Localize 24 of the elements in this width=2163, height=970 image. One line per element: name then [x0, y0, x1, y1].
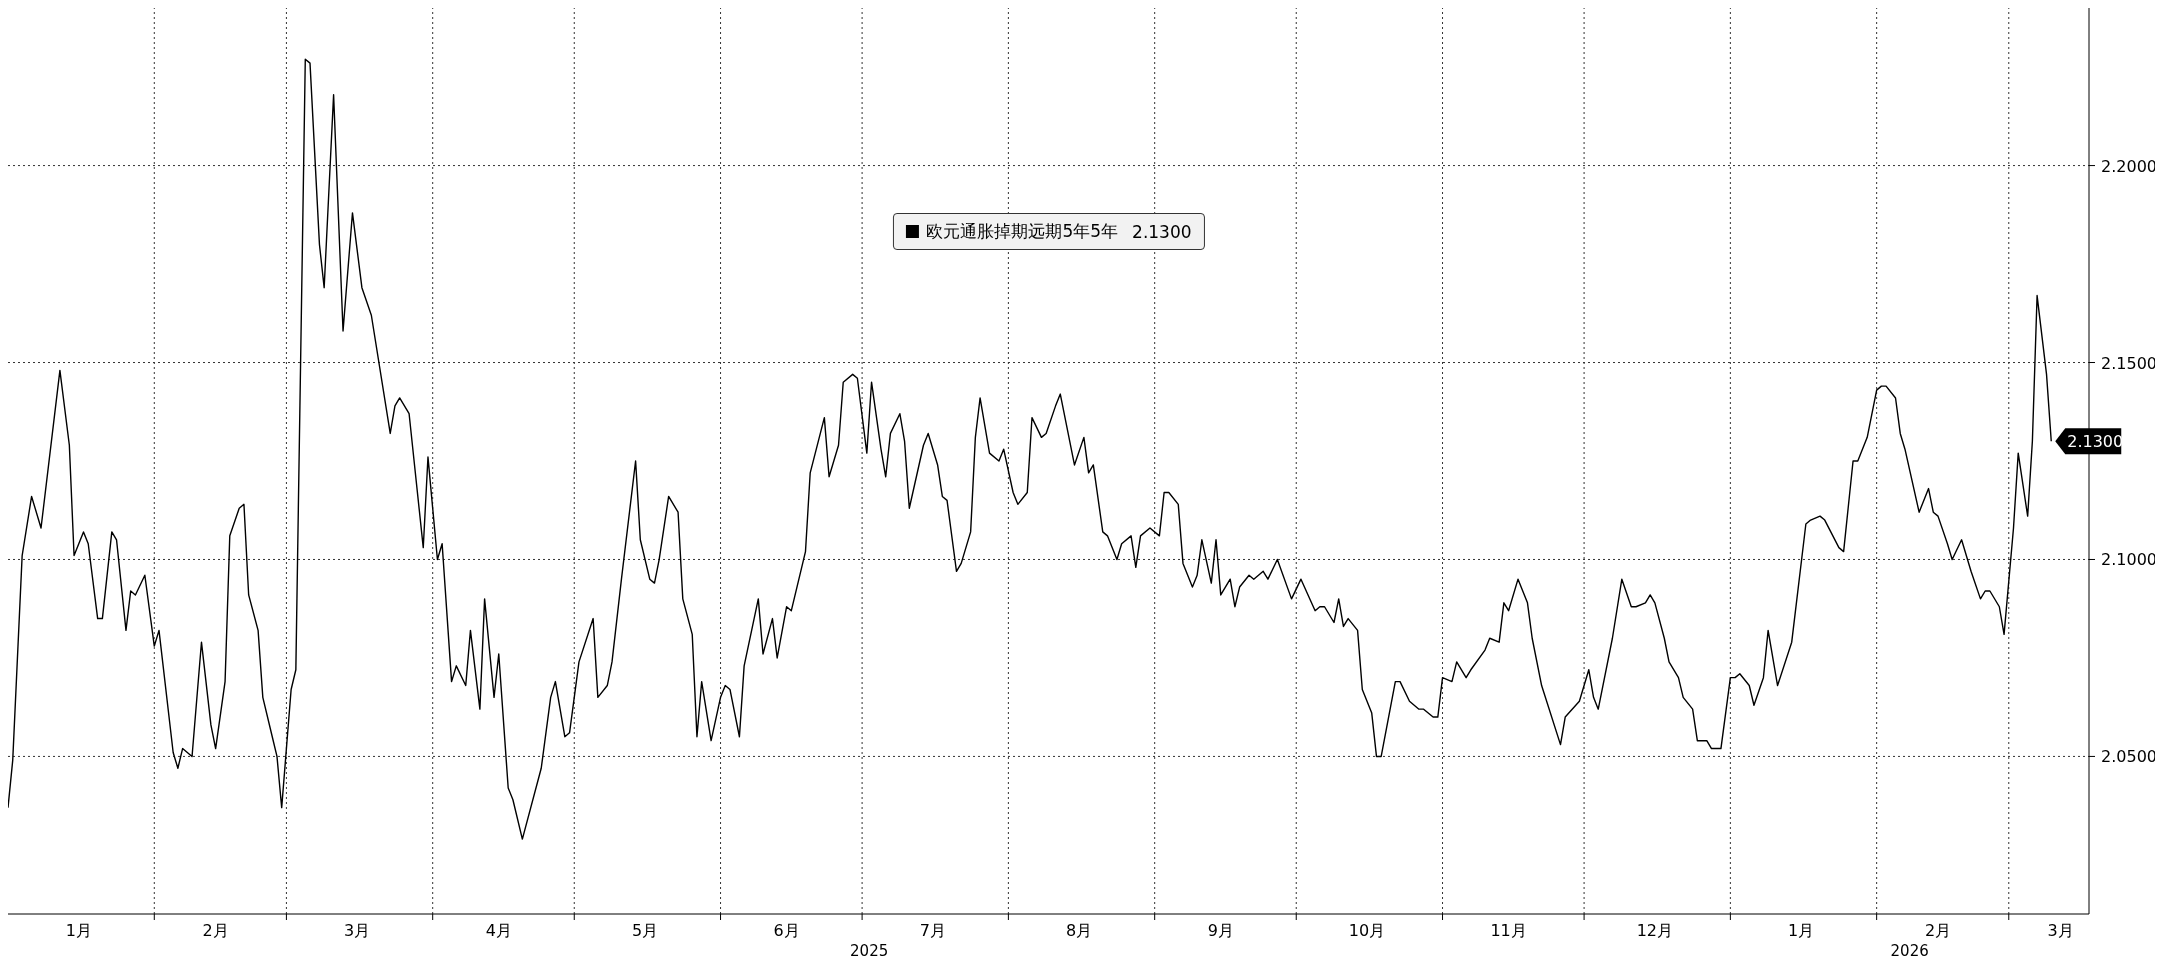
line-series	[8, 58, 2052, 840]
y-tick-label: 2.2000	[2101, 156, 2157, 176]
x-tick-label: 3月	[2047, 921, 2074, 940]
x-tick-label: 2月	[1924, 921, 1952, 940]
x-tick-label: 1月	[65, 921, 92, 940]
y-tick-label: 2.1500	[2101, 353, 2157, 373]
text: 2025	[850, 942, 889, 960]
x-tick-label: 9月	[1207, 921, 1234, 940]
x-tick-label: 5月	[631, 921, 659, 940]
text: 2.1300	[1132, 221, 1192, 242]
x-tick-label: 8月	[1066, 921, 1093, 940]
x-tick-label: 10月	[1348, 921, 1386, 940]
x-tick-label: 11月	[1490, 921, 1527, 940]
x-tick-label: 1月	[1788, 921, 1815, 940]
x-tick-label: 6月	[773, 921, 800, 940]
text: 2026	[1890, 942, 1929, 960]
x-tick-label: 4月	[485, 921, 512, 940]
x-tick-label: 3月	[344, 921, 371, 940]
x-tick-label: 12月	[1636, 921, 1674, 940]
y-tick-label: 2.0500	[2101, 747, 2157, 767]
legend-label: 欧元通胀掉期远期5年5年	[926, 220, 1119, 243]
x-tick-label: 7月	[919, 921, 946, 940]
x-tick-label: 2月	[202, 921, 229, 940]
y-tick-label: 2.1000	[2101, 550, 2157, 570]
